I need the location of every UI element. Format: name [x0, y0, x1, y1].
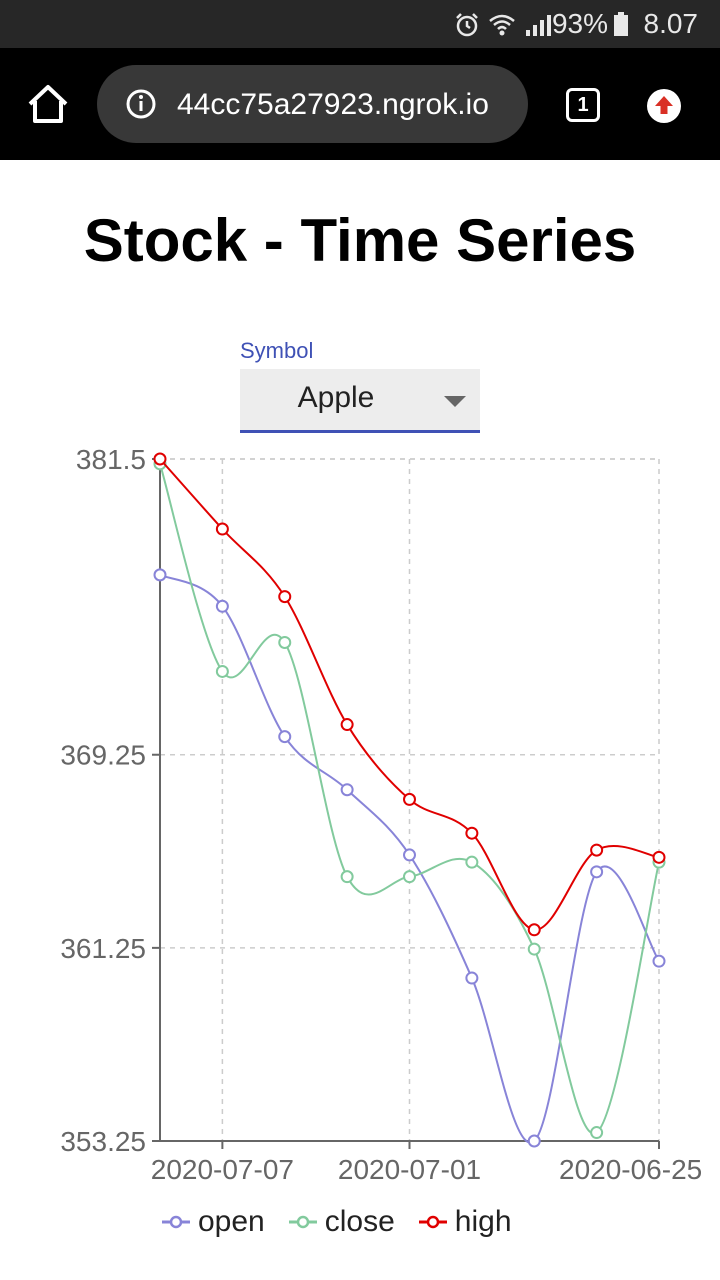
legend-swatch-icon — [162, 1215, 190, 1229]
data-point-high[interactable] — [527, 923, 541, 937]
battery-percentage: 93% — [551, 8, 608, 39]
data-point-high[interactable] — [278, 590, 292, 604]
signal-icon — [526, 15, 551, 36]
status-icons — [454, 10, 552, 40]
data-point-open[interactable] — [340, 783, 354, 797]
data-point-close[interactable] — [465, 855, 479, 869]
series-line-open — [159, 573, 660, 1144]
alarm-icon — [456, 13, 478, 37]
clock: 8.07 — [643, 8, 699, 39]
data-point-open[interactable] — [278, 730, 292, 744]
data-point-close[interactable] — [215, 664, 229, 678]
legend-label: open — [198, 1205, 265, 1238]
line-chart: 353.25 361.25 369.25 381.5 2020-07-07 2020-07… — [60, 444, 702, 1185]
y-tick-label: 381.5 — [76, 444, 146, 475]
data-point-close[interactable] — [527, 942, 541, 956]
x-tick-label: 2020-07-01 — [338, 1154, 481, 1185]
legend-item-open[interactable]: open — [160, 1205, 265, 1239]
battery-icon — [614, 12, 628, 36]
data-point-close[interactable] — [590, 1126, 604, 1140]
home-icon[interactable] — [26, 82, 70, 126]
data-point-open[interactable] — [652, 954, 666, 968]
data-point-high[interactable] — [590, 843, 604, 857]
legend-item-high[interactable]: high — [417, 1205, 512, 1239]
y-tick-label: 353.25 — [60, 1126, 146, 1157]
legend-label: high — [454, 1205, 512, 1238]
data-point-high[interactable] — [465, 826, 479, 840]
data-point-high[interactable] — [652, 850, 666, 864]
data-point-open[interactable] — [465, 971, 479, 985]
chart-legend: open close high — [160, 1202, 534, 1242]
status-bar: 93% 8.07 — [0, 0, 720, 48]
data-point-high[interactable] — [340, 718, 354, 732]
x-tick-label: 2020-06-25 — [559, 1154, 702, 1185]
symbol-select-label: Symbol — [240, 338, 314, 363]
x-tick-label: 2020-07-07 — [151, 1154, 294, 1185]
data-point-open[interactable] — [590, 865, 604, 879]
data-point-high[interactable] — [403, 792, 416, 806]
upload-icon[interactable] — [646, 88, 682, 124]
legend-swatch-icon — [418, 1215, 447, 1229]
legend-swatch-icon — [288, 1215, 317, 1229]
symbol-select-value[interactable]: Apple — [297, 381, 375, 414]
browser-toolbar: 44cc75a27923.ngrok.io 1 — [0, 48, 720, 160]
data-point-high[interactable] — [153, 452, 167, 466]
page-title: Stock - Time Series — [83, 207, 637, 274]
symbol-select[interactable]: Apple — [240, 369, 480, 433]
chevron-down-icon[interactable] — [444, 396, 466, 407]
data-point-open[interactable] — [403, 848, 416, 862]
y-tick-label: 369.25 — [60, 740, 146, 771]
chart-axes: 353.25 361.25 369.25 381.5 2020-07-07 2020-07… — [60, 444, 702, 1185]
data-point-high[interactable] — [215, 522, 229, 536]
wifi-icon — [489, 14, 515, 36]
url-text[interactable]: 44cc75a27923.ngrok.io — [177, 88, 489, 121]
data-point-open[interactable] — [527, 1134, 541, 1148]
chart-series — [153, 452, 666, 1148]
data-point-close[interactable] — [403, 870, 416, 884]
legend-label: close — [324, 1205, 395, 1238]
y-tick-label: 361.25 — [60, 933, 146, 964]
data-point-close[interactable] — [340, 870, 354, 884]
data-point-close[interactable] — [278, 635, 292, 649]
data-point-open[interactable] — [215, 599, 229, 613]
legend-item-close[interactable]: close — [287, 1205, 395, 1239]
tab-count-button[interactable]: 1 — [566, 88, 600, 122]
info-icon[interactable] — [125, 88, 157, 120]
data-point-open[interactable] — [153, 568, 167, 582]
url-bar[interactable]: 44cc75a27923.ngrok.io — [97, 65, 528, 143]
